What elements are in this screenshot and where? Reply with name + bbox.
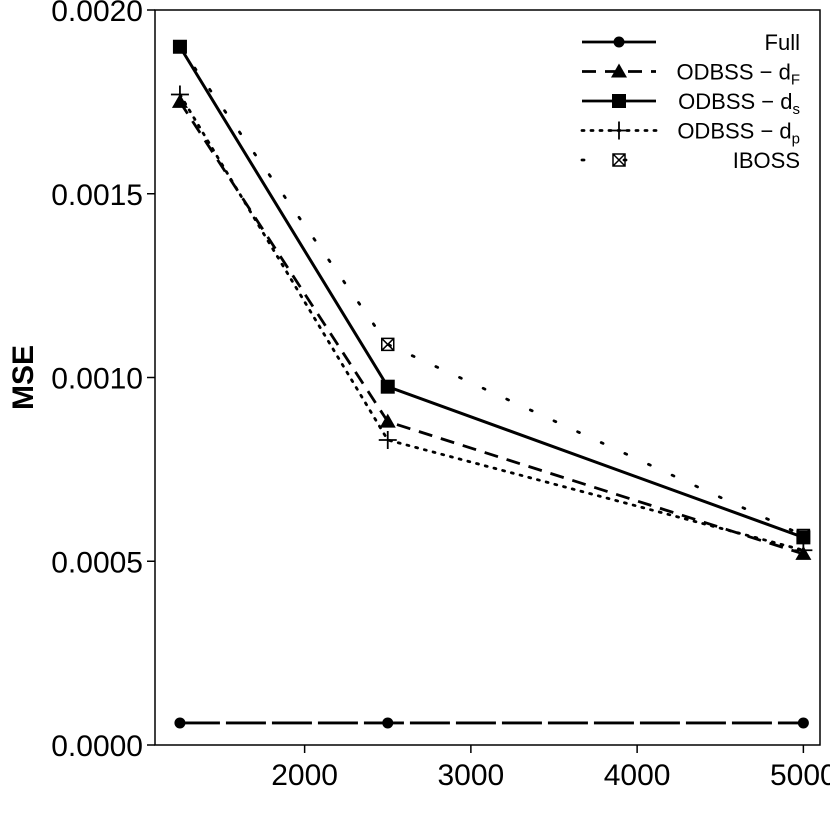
- legend-label-iboss: IBOSS: [733, 148, 800, 173]
- point-full-2: [797, 717, 809, 729]
- series-line-odbss-dp: [178, 93, 805, 552]
- legend-marker-odbss-dp: [610, 121, 628, 140]
- point-iboss-0: [173, 40, 187, 54]
- point-odbss-df-1: [379, 413, 396, 428]
- legend-marker-odbss-ds: [612, 94, 626, 108]
- series-line-odbss-df: [178, 101, 804, 556]
- x-tick-label-2: 4000: [604, 759, 671, 792]
- y-tick-label-1: 0.0005: [51, 546, 143, 579]
- legend-marker-odbss-df: [611, 63, 627, 78]
- axes: 0.0000 0.0005 0.0010 0.0015 0.0020 2000 3000 40…: [7, 0, 830, 792]
- x-tick-label-1: 3000: [438, 759, 505, 792]
- y-tick-label-2: 0.0010: [51, 363, 143, 396]
- y-tick-label-0: 0.0000: [51, 730, 143, 763]
- y-tick-label-3: 0.0015: [51, 179, 143, 212]
- legend-label-odbss-ds: ODBSS − ds: [678, 89, 800, 118]
- point-odbss-dp-2: [794, 541, 813, 560]
- legend-marker-full: [613, 36, 625, 48]
- legend-label-odbss-dp: ODBSS − dp: [677, 119, 800, 148]
- point-iboss-1: [381, 337, 395, 352]
- point-odbss-dp-0: [170, 85, 189, 104]
- point-iboss-2: [796, 528, 811, 543]
- legend-label-odbss-df: ODBSS − dF: [676, 60, 800, 89]
- point-odbss-dp-1: [378, 430, 397, 449]
- x-tick-label-3: 5000: [770, 759, 830, 792]
- y-axis-title: MSE: [7, 345, 40, 410]
- point-full-1: [382, 717, 394, 729]
- legend-marker-iboss: [612, 153, 626, 167]
- point-odbss-ds-1: [380, 379, 395, 394]
- point-full-0: [174, 717, 186, 729]
- y-tick-label-4: 0.0020: [51, 0, 143, 28]
- plot-area: [170, 39, 813, 729]
- legend-label-full: Full: [765, 30, 800, 55]
- x-tick-label-0: 2000: [271, 759, 338, 792]
